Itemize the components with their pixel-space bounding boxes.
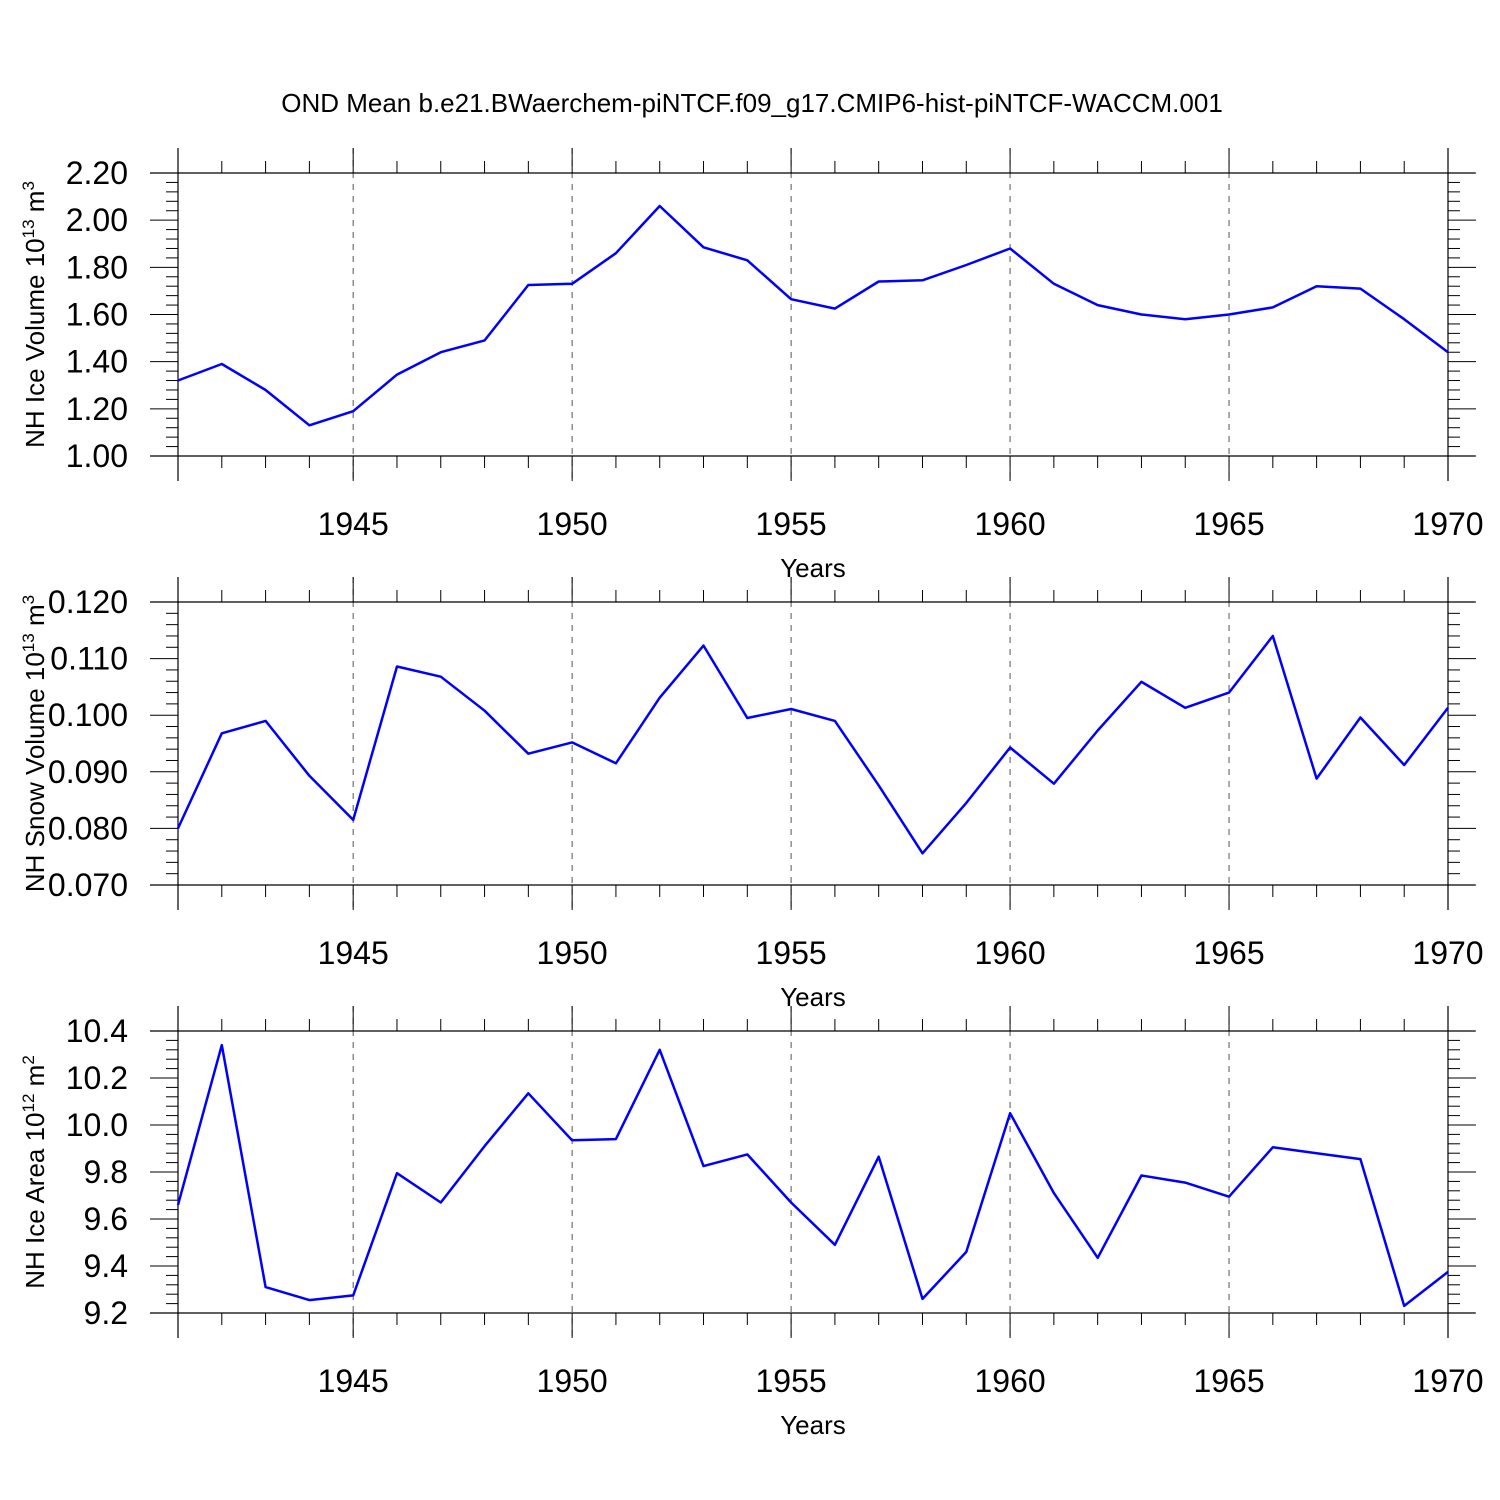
panels: 1945 1950 1955 1960 1965 1970 1.00 1.20 1.40 1.60… (19, 148, 1484, 1440)
y-axis-label: NH Ice Area 1012 m2 (19, 1055, 50, 1289)
x-tick-label: 1970 (1412, 935, 1483, 971)
chart-panel-3: 1945 1950 1955 1960 1965 1970 9.2 9.4 9.6 9.8 10.0… (19, 1006, 1484, 1440)
y-tick-label: 0.120 (48, 584, 128, 620)
y-tick-label: 0.090 (48, 754, 128, 790)
x-tick-label: 1960 (974, 1363, 1045, 1399)
x-tick-label: 1970 (1412, 506, 1483, 542)
y-tick-label: 1.20 (66, 391, 128, 427)
y-tick-label: 10.4 (66, 1013, 128, 1049)
chart-panel-1: 1945 1950 1955 1960 1965 1970 1.00 1.20 1.40 1.60… (19, 148, 1484, 583)
figure-title: OND Mean b.e21.BWaerchem-piNTCF.f09_g17.… (281, 88, 1223, 118)
chart-panel-2: 1945 1950 1955 1960 1965 1970 0.070 0.080 0.090 0… (19, 577, 1484, 1012)
y-tick-label: 10.2 (66, 1060, 128, 1096)
x-tick-label: 1955 (756, 1363, 827, 1399)
y-tick-label: 2.20 (66, 155, 128, 191)
x-tick-label: 1945 (318, 506, 389, 542)
x-tick-label: 1960 (974, 506, 1045, 542)
series-line (176, 1043, 1449, 1308)
x-axis-label: Years (780, 1410, 846, 1440)
x-tick-label: 1955 (756, 506, 827, 542)
x-axis-label: Years (780, 982, 846, 1012)
y-tick-label: 0.080 (48, 810, 128, 846)
x-tick-label: 1955 (756, 935, 827, 971)
x-tick-label: 1965 (1193, 935, 1264, 971)
y-tick-label: 9.2 (84, 1295, 128, 1331)
x-tick-label: 1965 (1193, 506, 1264, 542)
x-tick-label: 1945 (318, 1363, 389, 1399)
x-tick-label: 1960 (974, 935, 1045, 971)
y-tick-label: 1.60 (66, 297, 128, 333)
y-tick-label: 1.80 (66, 249, 128, 285)
y-tick-label: 1.40 (66, 344, 128, 380)
y-tick-label: 0.100 (48, 697, 128, 733)
y-tick-label: 9.6 (84, 1201, 128, 1237)
series-line (176, 634, 1449, 855)
x-tick-label: 1950 (537, 506, 608, 542)
y-tick-label: 1.00 (66, 438, 128, 474)
x-tick-label: 1950 (537, 1363, 608, 1399)
y-tick-label: 2.00 (66, 202, 128, 238)
y-tick-label: 0.070 (48, 867, 128, 903)
y-tick-label: 9.4 (84, 1248, 128, 1284)
x-tick-label: 1970 (1412, 1363, 1483, 1399)
x-tick-label: 1965 (1193, 1363, 1264, 1399)
y-tick-label: 9.8 (84, 1154, 128, 1190)
y-axis-label: NH Ice Volume 1013 m3 (19, 181, 50, 448)
y-tick-label: 10.0 (66, 1107, 128, 1143)
series-line (177, 204, 1449, 427)
x-axis-label: Years (780, 553, 846, 583)
x-tick-label: 1945 (318, 935, 389, 971)
y-axis-label: NH Snow Volume 1013 m3 (19, 595, 50, 892)
x-tick-label: 1950 (537, 935, 608, 971)
y-tick-label: 0.110 (50, 641, 128, 677)
